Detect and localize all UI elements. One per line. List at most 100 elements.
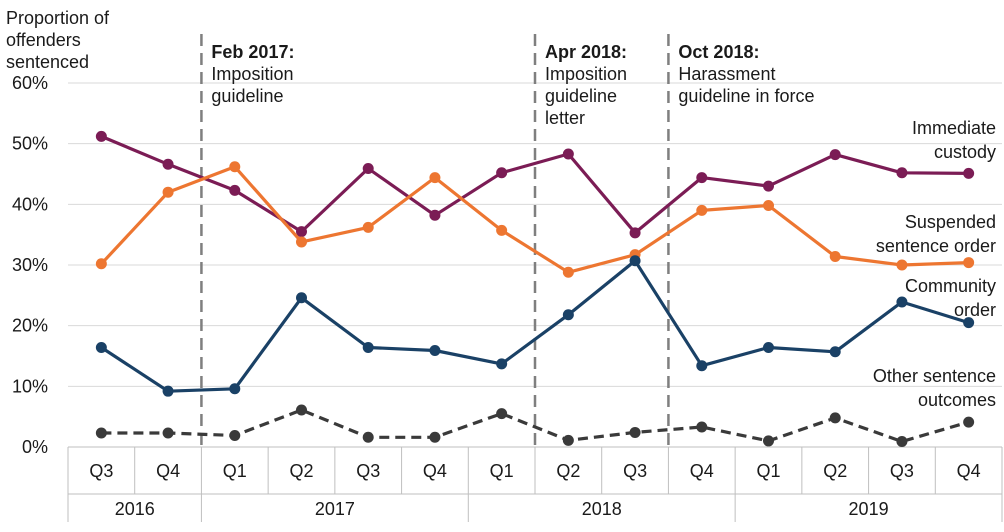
policy-event-text: guideline: [545, 86, 617, 106]
series-line: [100, 165, 969, 274]
y-axis-title-line: offenders: [6, 30, 81, 50]
data-point: [963, 416, 975, 428]
data-point: [562, 148, 574, 160]
series-line: [101, 408, 970, 444]
data-point: [696, 360, 708, 372]
x-tick-label: Q4: [690, 461, 714, 481]
data-point: [296, 236, 307, 248]
policy-event-date: Feb 2017:: [211, 42, 294, 62]
y-tick-label: 10%: [12, 376, 48, 396]
policy-event-text: Harassment: [678, 64, 775, 84]
data-point: [696, 172, 708, 184]
x-tick-label: Q4: [423, 461, 447, 481]
data-point: [429, 431, 441, 443]
data-point: [229, 429, 241, 441]
data-point: [629, 255, 641, 267]
policy-event-annotation: Feb 2017: Imposition guideline: [211, 42, 294, 106]
data-point: [429, 209, 441, 221]
data-point: [162, 385, 174, 397]
x-tick-label: Q1: [756, 461, 780, 481]
data-point: [763, 342, 774, 354]
data-point: [896, 259, 908, 271]
data-point: [629, 426, 641, 438]
data-point: [95, 258, 107, 270]
data-point: [296, 404, 307, 416]
series-label: Community: [905, 276, 996, 296]
series-label: Suspended: [905, 212, 996, 232]
data-point: [963, 257, 975, 269]
data-point: [296, 292, 307, 304]
data-point: [896, 296, 908, 308]
data-point: [829, 412, 841, 424]
data-point: [95, 130, 107, 142]
data-point: [763, 200, 774, 212]
year-label: 2019: [849, 499, 889, 519]
x-tick-label: Q2: [823, 461, 847, 481]
x-tick-label: Q3: [623, 461, 647, 481]
year-label: 2016: [115, 499, 155, 519]
data-point: [829, 149, 841, 161]
y-axis-title-line: Proportion of: [6, 8, 110, 28]
series-line: [100, 134, 969, 235]
y-tick-label: 50%: [12, 134, 48, 154]
policy-event-text: Imposition: [211, 64, 293, 84]
data-point: [496, 408, 508, 420]
data-point: [963, 167, 975, 179]
policy-event-text: guideline: [211, 86, 283, 106]
data-point: [362, 163, 374, 175]
data-point: [362, 431, 374, 443]
policy-event-annotation: Oct 2018: Harassment guideline in force: [678, 42, 814, 106]
year-label: 2017: [315, 499, 355, 519]
data-point: [162, 427, 174, 439]
data-point: [963, 317, 975, 329]
policy-event-date: Oct 2018:: [678, 42, 759, 62]
data-point: [629, 227, 641, 239]
y-tick-label: 20%: [12, 316, 48, 336]
policy-event-text: letter: [545, 108, 585, 128]
data-point: [429, 345, 441, 357]
data-point: [429, 172, 441, 184]
series-label: sentence order: [876, 236, 996, 256]
data-point: [562, 309, 574, 321]
x-tick-label: Q2: [289, 461, 313, 481]
x-tick-label: Q3: [890, 461, 914, 481]
x-tick-label: Q2: [556, 461, 580, 481]
policy-event-date: Apr 2018:: [545, 42, 627, 62]
data-point: [95, 427, 107, 439]
data-point: [896, 436, 908, 448]
policy-event-text: guideline in force: [678, 86, 814, 106]
policy-event-annotation: Apr 2018: Imposition guideline letter: [545, 42, 627, 128]
y-axis-title-line: sentenced: [6, 52, 89, 72]
series-label: custody: [934, 142, 996, 162]
y-tick-label: 30%: [12, 255, 48, 275]
x-tick-label: Q3: [89, 461, 113, 481]
y-tick-label: 0%: [22, 437, 48, 457]
data-point: [362, 221, 374, 233]
data-point: [229, 184, 241, 196]
data-point: [95, 342, 107, 354]
data-point: [296, 226, 307, 238]
data-point: [496, 358, 508, 370]
data-point: [229, 161, 241, 173]
data-point: [696, 204, 708, 216]
x-tick-label: Q3: [356, 461, 380, 481]
data-point: [829, 346, 841, 358]
data-point: [162, 158, 174, 170]
y-axis-title: Proportion of offenders sentenced: [6, 8, 110, 72]
x-tick-label: Q4: [957, 461, 981, 481]
data-point: [896, 167, 908, 179]
data-point: [696, 421, 708, 433]
y-tick-label: 40%: [12, 194, 48, 214]
data-point: [562, 266, 574, 278]
data-point: [496, 167, 508, 179]
data-point: [229, 383, 241, 395]
x-tick-label: Q1: [223, 461, 247, 481]
data-point: [763, 435, 774, 447]
year-label: 2018: [582, 499, 622, 519]
data-point: [162, 186, 174, 198]
data-point: [496, 224, 508, 236]
policy-event-text: Imposition: [545, 64, 627, 84]
series-label: Other sentence: [873, 366, 996, 386]
data-point: [763, 180, 774, 192]
